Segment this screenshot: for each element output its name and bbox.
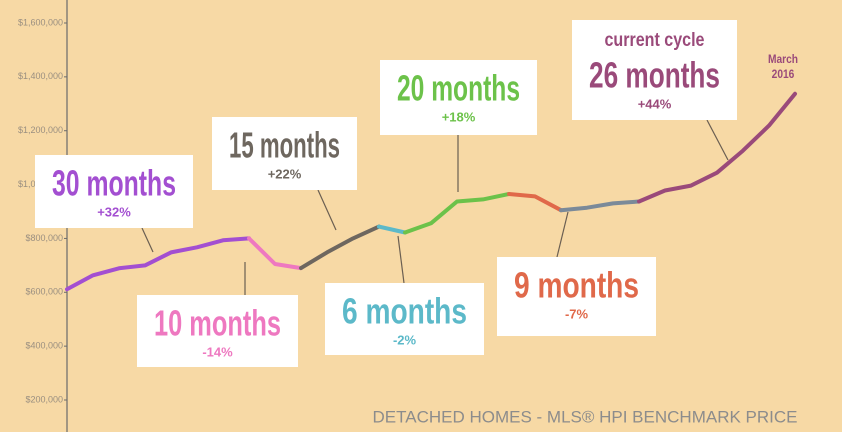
line-segment [507,192,563,213]
line-segment [559,199,641,213]
connector [556,211,569,258]
annotation-title: 20 months [397,68,520,109]
annotation-change: -14% [202,344,233,359]
annotation-box [137,295,298,367]
line-segment [377,224,407,235]
y-tick-label: $400,000 [25,341,63,351]
annotation-change: +22% [268,166,302,181]
connector [317,189,337,231]
y-tick-label: $1,200,000 [18,125,63,135]
y-tick-label: $1,600,000 [18,17,63,27]
annotation-box [325,283,484,355]
line-segment [65,236,251,292]
chart-title: DETACHED HOMES - MLS® HPI BENCHMARK PRIC… [373,407,798,426]
annotation-box [572,20,737,120]
annotation-title: 10 months [154,303,281,344]
annotation-change: +44% [638,96,672,111]
annotation-title: 6 months [342,291,467,332]
line-segment [403,192,511,235]
connector [141,227,154,253]
annotation-box [212,117,357,190]
annotation-box [35,155,193,228]
annotation-label: current cycle [605,30,705,51]
annotation-box [380,60,537,135]
annotation-title: 26 months [589,55,720,96]
annotation-title: 15 months [229,125,340,166]
annotation-change: +32% [97,204,131,219]
annotation-change: -7% [565,306,589,321]
y-tick-label: $600,000 [25,287,63,297]
connector [706,119,729,161]
annotation-change: -2% [393,332,417,347]
line-segment [637,91,797,204]
annotation-title: 9 months [514,265,639,306]
y-tick-label: $200,000 [25,394,63,404]
annotation-change: +18% [442,109,476,124]
line-segment [247,236,303,271]
annotation-title: 30 months [52,163,176,204]
line-segment [299,224,381,271]
end-label: March 2016 [767,52,799,81]
y-tick-label: $800,000 [25,233,63,243]
y-tick-label: $1,400,000 [18,71,63,81]
annotation-box [497,257,656,336]
connector [397,235,405,284]
